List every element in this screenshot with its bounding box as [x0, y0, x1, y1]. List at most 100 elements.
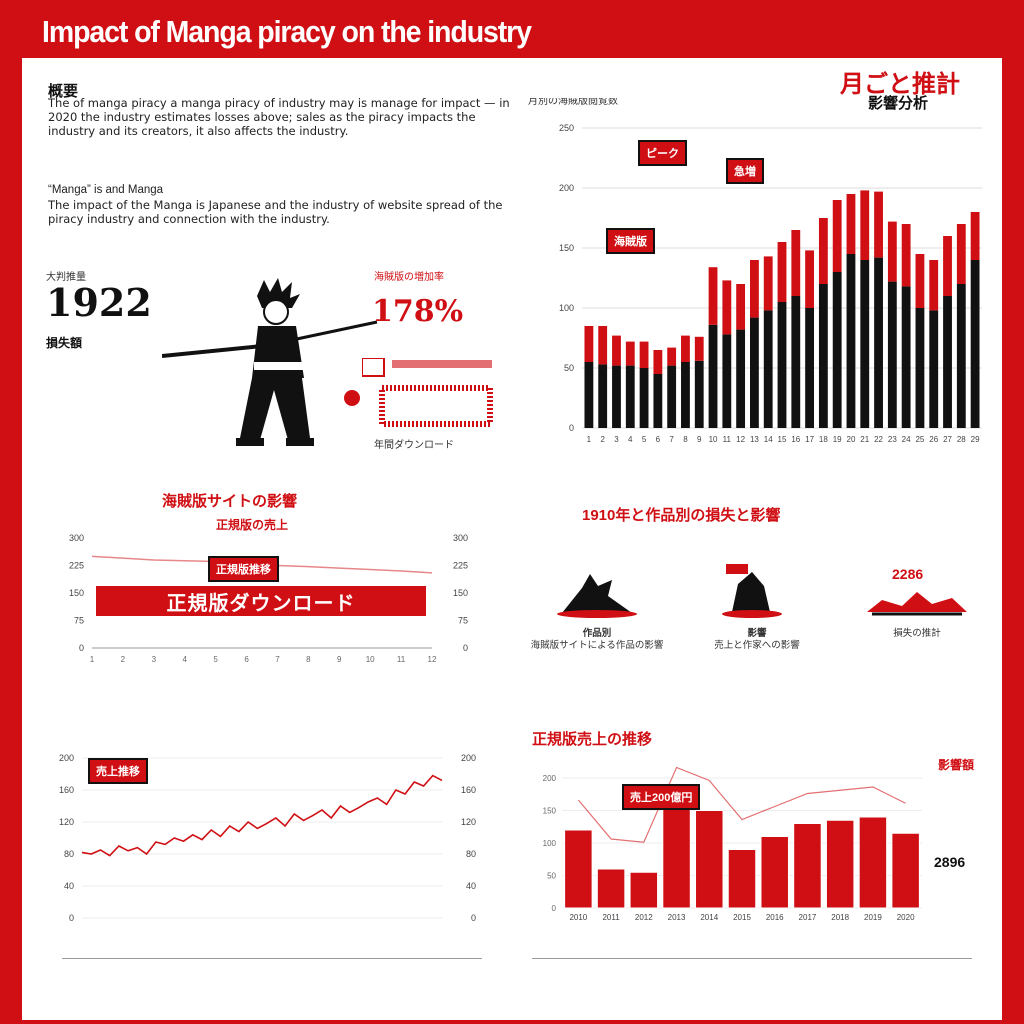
chart1-bar-legit — [653, 374, 663, 428]
chart1-xtick: 10 — [709, 435, 718, 444]
chart3-ytick: 0 — [69, 913, 74, 923]
chart1-ytick: 50 — [564, 363, 574, 373]
chart1-bar-legit — [722, 334, 732, 428]
chart2-ytick: 225 — [69, 561, 84, 571]
chart2-xtick: 11 — [397, 655, 406, 664]
pct-value: 178% — [372, 294, 464, 329]
chart1-bar-piracy — [681, 335, 690, 362]
chart3-ytick-right: 40 — [466, 881, 476, 891]
chart1-bar-piracy — [832, 200, 842, 272]
silhouette-2-icon — [722, 564, 782, 618]
chart4-bar — [891, 832, 920, 909]
chart1-bar-legit — [943, 296, 952, 428]
chart1-bar-legit — [818, 284, 828, 428]
chart1-bar-piracy — [708, 267, 718, 325]
chart1-bar-piracy — [612, 335, 621, 366]
chart1-bar-piracy — [874, 191, 883, 258]
chart3-series-line — [81, 774, 443, 857]
samurai-illustration — [162, 278, 378, 446]
chart1-ytick: 100 — [559, 303, 574, 313]
mid-right-blocks: 2286 作品別 海賊版サイトによる作品の影響 影響 売上と作家への影響 損失の… — [522, 558, 992, 718]
chart4-ytick: 100 — [543, 839, 557, 848]
silhouette-1-icon — [557, 574, 637, 618]
chart1-xtick: 26 — [929, 435, 938, 444]
chart1-xtick: 20 — [847, 435, 856, 444]
chart1-bar-piracy — [956, 224, 966, 284]
block-2-body: 売上と作家への影響 — [714, 640, 800, 651]
intro-body: The of manga piracy a manga piracy of in… — [48, 96, 510, 138]
chart1-bar-legit — [667, 365, 677, 428]
chart2-xtick: 7 — [275, 655, 280, 664]
block-1-body: 海賊版サイトによる作品の影響 — [530, 640, 664, 651]
intro-subheading: “Manga” is and Manga — [48, 184, 164, 196]
chart1-xtick: 14 — [764, 435, 773, 444]
chart4-bar — [596, 868, 626, 909]
chart1-title: 月別の海賊版閲覧数 — [528, 98, 618, 107]
chart4-xtick: 2020 — [897, 913, 915, 922]
chart1-bar-legit — [584, 362, 594, 428]
chart1-bar-legit — [639, 368, 649, 428]
chart1-bar-piracy — [915, 254, 925, 308]
chart1-bar-legit — [846, 254, 856, 428]
chart1-ytick: 0 — [569, 423, 574, 433]
chart4-xtick: 2015 — [733, 913, 751, 922]
intro-heading: 概要 — [48, 83, 79, 100]
chart2-xtick: 9 — [337, 655, 342, 664]
chart3-ytick: 80 — [64, 849, 74, 859]
chart1-xtick: 6 — [656, 435, 661, 444]
bottom-right-title: 正規版売上の推移 — [532, 731, 653, 748]
chart1-bar-piracy — [929, 260, 939, 311]
pct-label: 海賊版の増加率 — [374, 272, 444, 283]
block-3-text: 損失の推計 — [842, 628, 992, 640]
chart1-xtick: 5 — [642, 435, 647, 444]
chart2-xtick: 5 — [213, 655, 218, 664]
chart2-ytick: 75 — [74, 616, 84, 626]
mid-left-banner: 正規版ダウンロード — [96, 586, 426, 616]
chart1-bar-piracy — [722, 280, 732, 335]
chart1-bar-piracy — [818, 218, 828, 284]
chart3-ytick-right: 0 — [471, 913, 476, 923]
chart1-bar-piracy — [970, 212, 980, 260]
chart3-ytick-right: 200 — [461, 753, 476, 763]
mid-left-subtitle: 正規版の売上 — [216, 518, 289, 532]
chart4-ytick: 200 — [543, 774, 557, 783]
pct-hatch-graphic — [362, 358, 493, 427]
chart1-bar-legit — [860, 260, 870, 428]
chart2-xtick: 10 — [366, 655, 375, 664]
chart1-xtick: 15 — [778, 435, 787, 444]
chart3-ytick-right: 120 — [461, 817, 476, 827]
chart1-bar-legit — [791, 296, 801, 428]
bottom-right-callout: 売上200億円 — [622, 784, 701, 810]
block-3-body: 損失の推計 — [893, 628, 941, 639]
chart1-bar-piracy — [694, 336, 704, 361]
block-3-value: 2286 — [892, 566, 924, 582]
piracy-line-chart: 0 0 40 40 80 80 120 120 160 160 200 200 — [59, 753, 476, 923]
chart1-bar-piracy — [901, 224, 911, 287]
chart4-bar — [727, 849, 757, 909]
chart4-xtick: 2010 — [569, 913, 587, 922]
chart4-xtick: 2013 — [668, 913, 686, 922]
chart1-bar-piracy — [763, 256, 773, 311]
bottom-left-callout: 売上推移 — [88, 758, 148, 784]
chart1-bar-legit — [694, 360, 704, 428]
chart4-bar — [793, 823, 822, 909]
chart1-xtick: 27 — [943, 435, 952, 444]
chart4-xtick: 2014 — [700, 913, 718, 922]
chart1-xtick: 3 — [614, 435, 619, 444]
chart2-xtick: 1 — [90, 655, 95, 664]
mid-left-title: 海賊版サイトの影響 — [162, 493, 298, 510]
chart4-xtick: 2019 — [864, 913, 882, 922]
chart1-xtick: 24 — [902, 435, 911, 444]
chart1-bar-piracy — [846, 194, 856, 254]
chart2-ytick-right: 0 — [463, 643, 468, 653]
chart1-bar-legit — [970, 260, 980, 428]
chart1-ytick: 250 — [559, 123, 574, 133]
chart1-bar-piracy — [653, 350, 663, 374]
infographic-panel: 概要 The of manga piracy a manga piracy of… — [22, 58, 1002, 1020]
chart1-ytick: 200 — [559, 183, 574, 193]
chart1-bar-piracy — [750, 260, 759, 318]
chart1-bar-piracy — [639, 341, 649, 368]
chart1-bar-piracy — [791, 230, 801, 296]
chart3-ytick-right: 80 — [466, 849, 476, 859]
chart2-ytick: 0 — [79, 643, 84, 653]
